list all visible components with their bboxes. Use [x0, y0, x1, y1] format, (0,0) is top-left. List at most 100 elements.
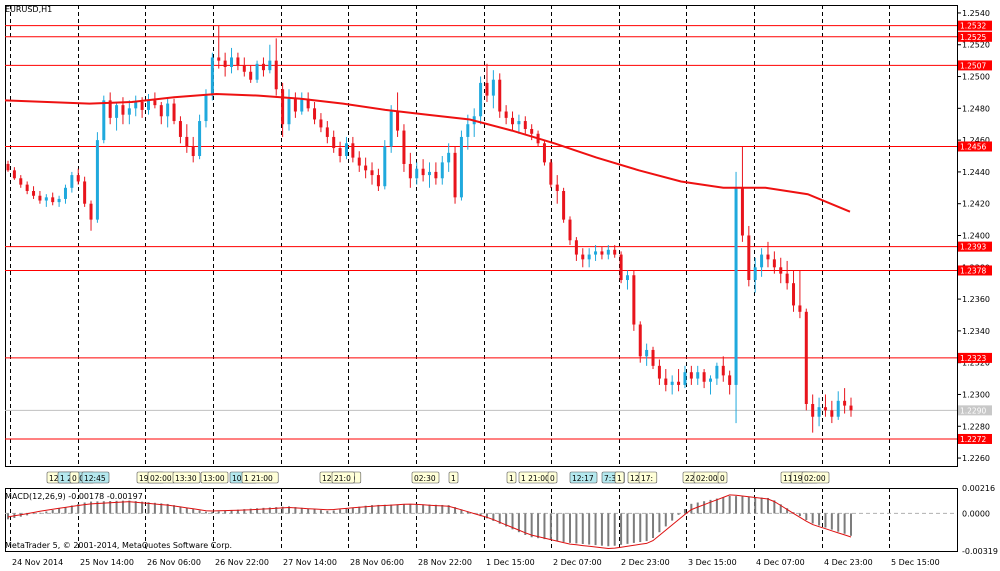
candle-body [249, 71, 253, 80]
price-axis-label: 1.2460 [962, 136, 990, 145]
candle-body [428, 171, 431, 176]
candle-body [198, 121, 202, 157]
trade-marker[interactable] [200, 471, 229, 484]
price-axis-label: 1.2520 [962, 41, 990, 50]
level-price-tag [958, 60, 992, 71]
trade-marker[interactable] [569, 471, 598, 484]
candle-body [185, 136, 189, 147]
trade-marker-label: 21:0 [334, 474, 351, 483]
candle-body [344, 143, 348, 157]
trade-marker-label: 0 [550, 474, 555, 483]
trade-marker-label: 1 21:00 [521, 474, 550, 483]
candle-body [798, 305, 802, 312]
time-axis-label: 2 Dec 23:00 [621, 558, 670, 567]
trade-marker[interactable] [448, 471, 459, 484]
candle-body [657, 365, 661, 379]
trade-marker[interactable] [506, 471, 517, 484]
candle-body [421, 168, 425, 176]
price-axis-label: 1.2540 [962, 9, 990, 18]
candle-body [255, 63, 259, 80]
candle-body [293, 98, 297, 112]
candle-body [702, 372, 706, 382]
candle-body [121, 105, 125, 115]
candle-body [811, 404, 815, 417]
time-axis-label: 28 Nov 22:00 [418, 558, 472, 567]
candle-body [542, 143, 546, 163]
candle-body [242, 65, 246, 72]
candle-body [600, 251, 604, 255]
candle-body [574, 240, 578, 255]
level-price-value: 1.2456 [960, 142, 986, 151]
trade-marker-label: 1 [451, 474, 456, 483]
price-axis-label: 1.2320 [962, 359, 990, 368]
macd-axis-label: 0.0000 [962, 509, 990, 518]
trade-marker-label: 22 [685, 474, 695, 483]
time-axis-label: 4 Dec 07:00 [756, 558, 805, 567]
trade-marker-label: 0 [720, 474, 725, 483]
candle-body [261, 63, 265, 71]
candle-body [6, 163, 10, 171]
candle-body [32, 190, 36, 196]
trade-marker[interactable] [614, 471, 625, 484]
trade-marker-label: 02:00 [804, 474, 826, 483]
candle-body [178, 121, 182, 137]
candle-body [689, 372, 693, 379]
macd-axis-label: -0.00319 [962, 547, 998, 556]
trade-marker[interactable] [241, 471, 279, 484]
candle-body [664, 378, 668, 385]
trade-marker-label: 17: [641, 474, 653, 483]
candle-body [357, 157, 361, 166]
candle-body [594, 251, 598, 255]
price-axis-label: 1.2440 [962, 168, 990, 177]
trade-marker[interactable] [801, 471, 830, 484]
candle-body [89, 203, 93, 220]
trade-marker-label: 12:17 [572, 474, 594, 483]
candle-body [204, 95, 208, 122]
copyright-notice: MetaTrader 5, © 2001-2014, MetaQuotes So… [5, 541, 232, 550]
trade-marker[interactable] [331, 471, 355, 484]
candle-body [766, 254, 770, 260]
candle-body [823, 407, 827, 411]
candle-body [338, 148, 342, 157]
candle-body [332, 136, 336, 149]
time-axis-label: 25 Nov 14:00 [80, 558, 134, 567]
trade-marker[interactable] [638, 471, 658, 484]
level-price-value: 1.2525 [960, 33, 986, 42]
trade-marker[interactable] [69, 471, 80, 484]
candle-body [12, 170, 16, 179]
level-price-tag [958, 241, 992, 252]
trade-marker[interactable] [547, 471, 558, 484]
trade-marker[interactable] [172, 471, 201, 484]
candle-body [677, 381, 681, 385]
candle-body [319, 119, 323, 128]
candle-body [25, 184, 29, 191]
current-price-tag [958, 405, 992, 416]
candle-body [415, 168, 419, 179]
level-price-value: 1.2507 [960, 61, 986, 70]
candle-body [351, 143, 355, 158]
level-price-tag [958, 433, 992, 444]
candle-body [440, 162, 444, 179]
candle-body [108, 100, 112, 118]
trade-marker-label: 02:30 [414, 474, 436, 483]
time-axis-label: 1 Dec 15:00 [486, 558, 535, 567]
level-price-value: 1.2532 [960, 22, 986, 31]
candle-body [523, 121, 527, 129]
candle-body [632, 275, 636, 325]
candle-body [236, 57, 240, 66]
candle-body [504, 111, 508, 118]
candle-body [57, 198, 61, 203]
macd-axis-label: 0.00216 [962, 484, 995, 493]
candle-body [753, 267, 757, 281]
trade-marker[interactable] [411, 471, 440, 484]
candle-body [613, 249, 617, 255]
price-axis-label: 1.2360 [962, 295, 990, 304]
price-axis-label: 1.2420 [962, 200, 990, 209]
trade-marker[interactable] [717, 471, 728, 484]
candle-body [230, 57, 234, 67]
time-axis-label: 27 Nov 14:00 [283, 558, 337, 567]
trade-marker[interactable] [81, 471, 110, 484]
candle-body [83, 181, 87, 204]
